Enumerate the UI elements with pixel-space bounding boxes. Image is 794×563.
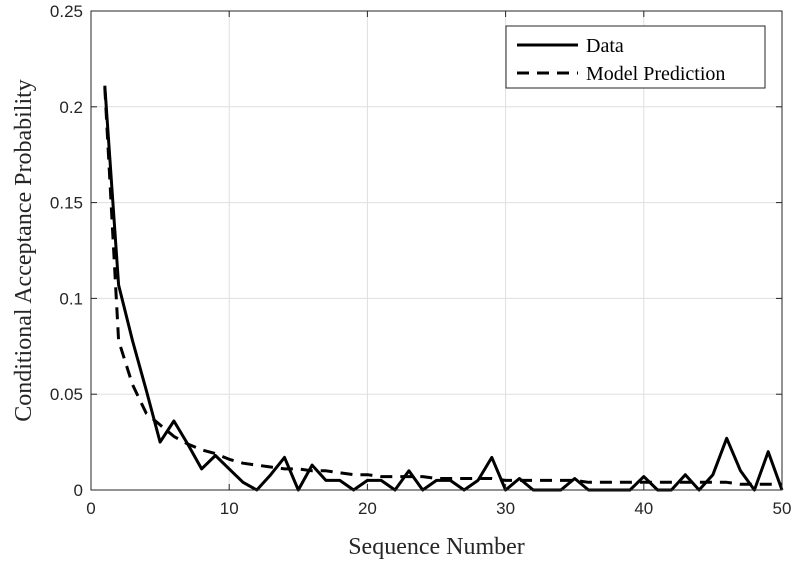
- legend-entry-model-prediction: Model Prediction: [586, 63, 725, 85]
- y-tick-label: 0.05: [50, 385, 83, 404]
- legend-box: [505, 25, 766, 89]
- series-line-model-prediction: [103, 87, 782, 486]
- x-tick-label: 10: [220, 499, 239, 518]
- x-tick-label: 40: [634, 499, 653, 518]
- y-tick-label: 0.15: [50, 194, 83, 213]
- x-tick-label: 20: [358, 499, 377, 518]
- x-axis-label: Sequence Number: [348, 534, 525, 560]
- y-tick-label: 0.25: [50, 2, 83, 21]
- y-axis-label: Conditional Acceptance Probability: [11, 79, 37, 422]
- y-tick-label: 0.2: [59, 98, 83, 117]
- y-tick-label: 0: [74, 481, 83, 500]
- tick-labels: 0 10 20 30 40 50 0 0.05 0.1 0.15 0.2 0.25: [50, 2, 792, 518]
- y-tick-label: 0.1: [59, 289, 83, 308]
- x-tick-label: 0: [86, 499, 95, 518]
- plot-lines: [103, 85, 784, 492]
- series-line-data: [103, 85, 784, 492]
- x-tick-label: 30: [496, 499, 515, 518]
- legend-entry-data: Data: [586, 35, 624, 57]
- legend: Data Model Prediction: [505, 25, 766, 89]
- plot-frame: [90, 10, 783, 491]
- x-tick-label: 50: [773, 499, 792, 518]
